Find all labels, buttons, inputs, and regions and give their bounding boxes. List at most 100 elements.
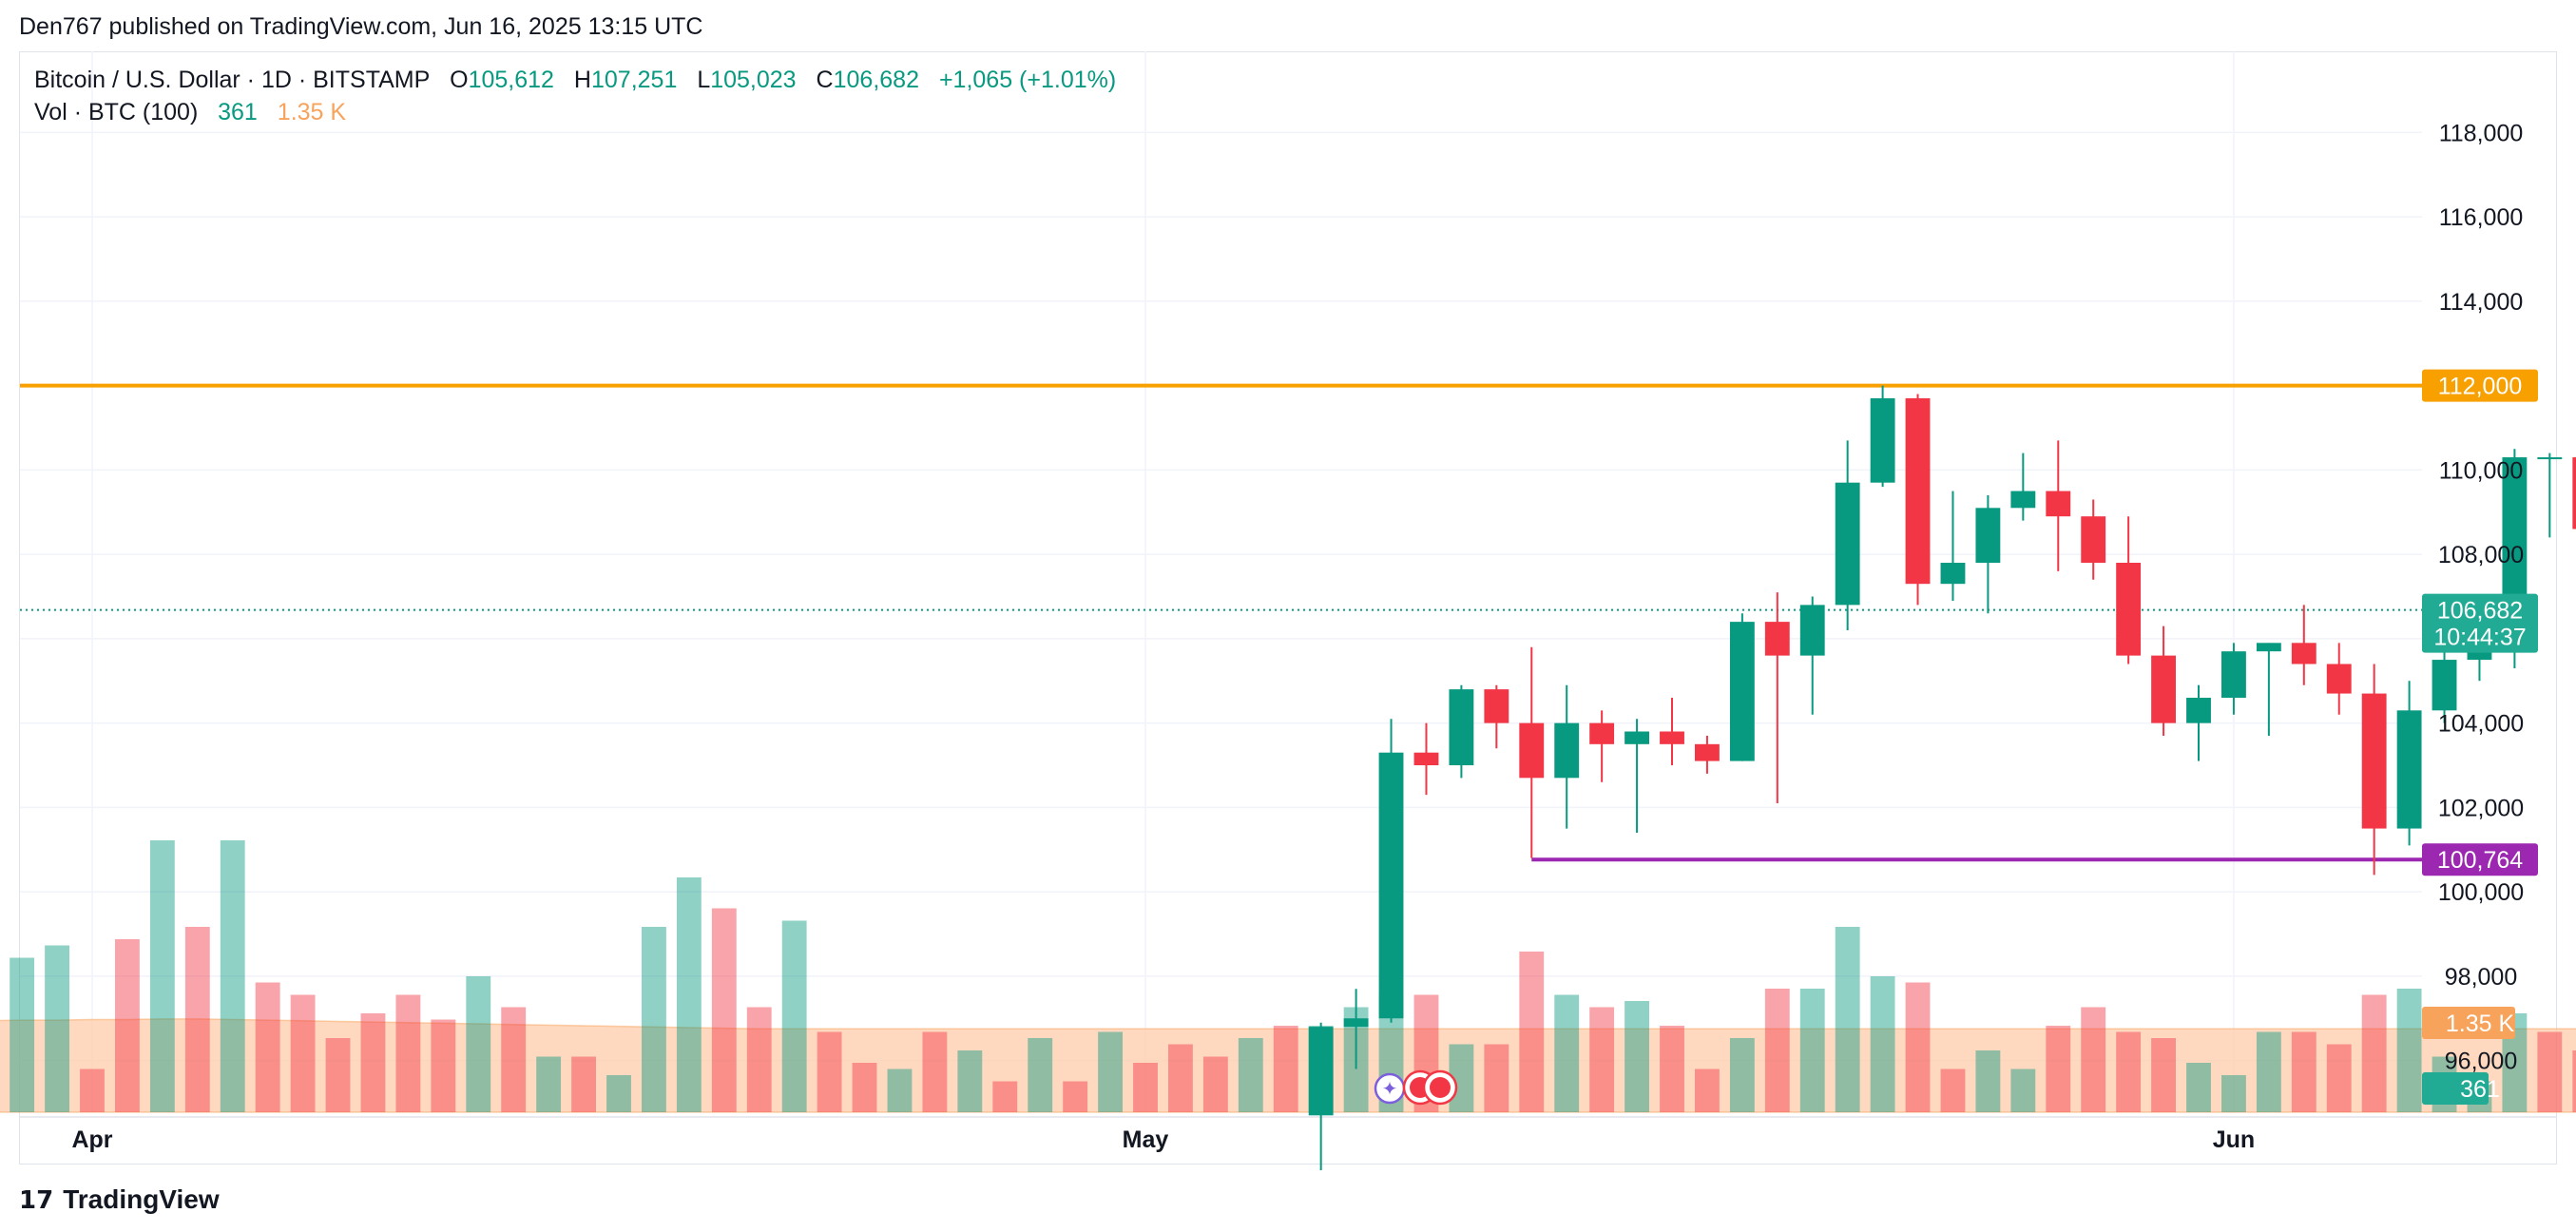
volume-ma-value: 1.35 K [277,99,347,125]
candle-body [2010,491,2036,509]
volume-bar [2221,1075,2246,1112]
candle-body [2572,457,2576,529]
volume-ma-label: 1.35 K [2446,1011,2515,1037]
open-value: 105,612 [468,67,554,93]
volume-bar [2256,1031,2281,1112]
symbol-name[interactable]: Bitcoin / U.S. Dollar · 1D · BITSTAMP [34,67,431,93]
candle-body [2361,693,2387,829]
volume-bar [2010,1068,2036,1112]
candle-body [2396,710,2422,829]
volume-indicator-name[interactable]: Vol · BTC (100) [34,99,199,125]
volume-bar [606,1075,631,1112]
y-tick-label: 102,000 [2438,795,2524,821]
y-tick-label: 98,000 [2445,964,2517,991]
volume-bar [395,994,421,1112]
volume-bar [2046,1026,2071,1112]
volume-bar [1870,976,1895,1112]
volume-bar [2186,1063,2211,1112]
y-tick-label: 96,000 [2445,1049,2517,1075]
volume-bar [571,1056,596,1112]
volume-label: 361 [2460,1076,2500,1103]
volume-bar [922,1031,948,1112]
candle-body [1764,622,1790,656]
volume-bar [184,927,210,1112]
candle-body [1695,743,1720,761]
last-price-label: 10:44:37 [2433,625,2526,651]
y-tick-label: 116,000 [2439,204,2524,231]
time-axis[interactable]: AprMayJunJulAug [71,1126,2576,1153]
candle-body [1660,731,1684,744]
volume-bar [676,877,702,1112]
us-flag-icon [1430,1077,1451,1098]
event-icons[interactable]: ✦ [1374,1069,1458,1106]
volume-bar [957,1050,983,1112]
candle-body [1624,731,1649,744]
volume-bar [817,1031,842,1112]
candle-body [2467,651,2492,661]
volume-bar [2326,1044,2352,1112]
high-label: H [573,67,591,93]
candle-body [1975,508,2001,563]
volume-legend[interactable]: Vol · BTC (100) 361 1.35 K [34,99,359,126]
volume-ma-area [0,1018,2576,1113]
volume-bar [149,840,175,1112]
candle-body [2432,660,2457,711]
support-price-label: 100,764 [2437,847,2523,874]
volume-bar [1799,989,1825,1112]
horizontal-lines[interactable] [20,383,2422,862]
sparkle-icon: ✦ [1382,1079,1398,1100]
volume-bar [1168,1044,1193,1112]
resistance-price-label: 112,000 [2438,374,2523,400]
resistance-price-label-bg [2422,369,2538,402]
volume-bar [2396,989,2422,1112]
candle-body [1308,1027,1334,1116]
y-tick-label: 100,000 [2438,879,2524,906]
volume-bar [992,1081,1018,1112]
volume-bar [80,1068,105,1112]
candle-body [2046,491,2071,517]
volume-bar [10,957,35,1112]
volume-bar [1273,1026,1298,1112]
volume-bar [2151,1038,2176,1112]
volume-bar [2116,1031,2142,1112]
volume-bar [1202,1056,1228,1112]
published-caption: Den767 published on TradingView.com, Jun… [19,13,703,40]
close-label: C [816,67,834,93]
last-price-label-bg [2422,593,2538,653]
volume-value: 361 [218,99,258,125]
volume-bar [360,1013,386,1112]
tradingview-logo-icon: 𝟭𝟳 [19,1184,54,1214]
volume-bar [536,1056,562,1112]
volume-bar [887,1068,913,1112]
chart-frame [19,51,2557,1165]
candle-body [2186,698,2211,723]
volume-bar [466,976,491,1112]
volume-bar [2572,1050,2576,1112]
candle-body [1905,397,1931,585]
candle-body [2221,651,2246,698]
tradingview-logo[interactable]: 𝟭𝟳 TradingView [19,1184,220,1215]
volume-bar [2537,1031,2563,1112]
volume-bar [852,1063,877,1112]
y-tick-label: 108,000 [2438,542,2524,568]
volume-bar [220,840,245,1112]
volume-bar [1835,927,1860,1112]
x-tick-label: Apr [71,1126,112,1153]
candle-body [1449,689,1474,765]
volume-bar [1905,982,1931,1112]
change-value: +1,065 (+1.01%) [938,67,1117,93]
volume-bar [2081,1007,2106,1112]
volume-bar [1519,952,1545,1112]
candle-body [1378,752,1404,1019]
support-price-label-bg [2422,843,2538,876]
volume-bar [711,908,737,1112]
symbol-legend[interactable]: Bitcoin / U.S. Dollar · 1D · BITSTAMP O1… [34,67,1129,94]
brand-name: TradingView [63,1184,220,1214]
volume-bar [746,1007,772,1112]
volume-ma-label-bg [2422,1007,2515,1039]
y-tick-label: 104,000 [2438,711,2524,738]
volume-bar [501,1007,527,1112]
